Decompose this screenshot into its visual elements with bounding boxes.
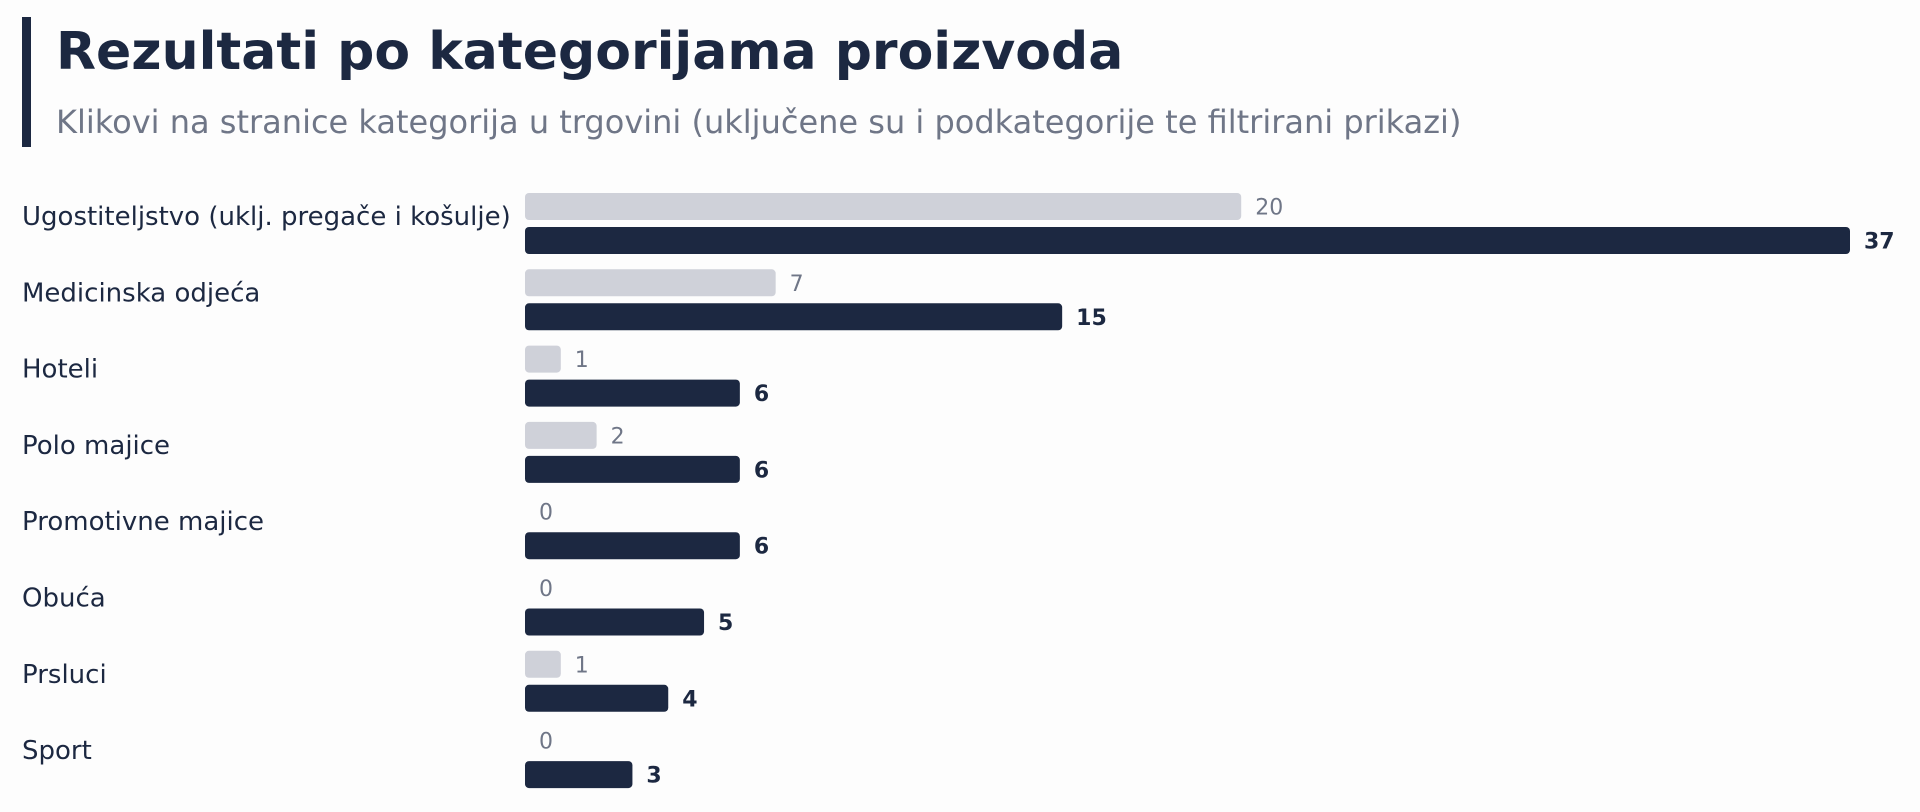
current-bar <box>525 608 705 636</box>
category-label: Promotivne majice <box>22 507 264 537</box>
category-label: Hoteli <box>22 355 98 385</box>
previous-bar <box>525 269 776 297</box>
current-value-label: 3 <box>646 764 661 789</box>
previous-bar <box>525 650 561 678</box>
current-value-label: 37 <box>1864 230 1895 255</box>
current-bar <box>525 227 1850 254</box>
current-bar <box>525 761 633 789</box>
previous-bar <box>525 421 597 449</box>
header-accent-bar <box>22 17 31 147</box>
previous-value-label: 1 <box>575 653 589 678</box>
current-bar <box>525 532 740 560</box>
previous-bar <box>525 193 1242 220</box>
current-bar <box>525 379 740 407</box>
category-label: Obuća <box>22 584 106 614</box>
category-label: Sport <box>22 736 92 766</box>
current-value-label: 6 <box>754 382 769 407</box>
previous-value-label: 7 <box>790 272 804 297</box>
current-bar <box>525 303 1063 331</box>
previous-value-label: 2 <box>611 424 625 449</box>
previous-value-label: 1 <box>575 348 589 373</box>
chart-subtitle: Klikovi na stranice kategorija u trgovin… <box>56 103 1462 141</box>
previous-value-label: 0 <box>539 577 553 602</box>
current-value-label: 5 <box>718 611 733 636</box>
category-label: Polo majice <box>22 431 170 461</box>
current-value-label: 15 <box>1076 306 1107 331</box>
current-value-label: 4 <box>682 687 697 712</box>
previous-value-label: 20 <box>1255 196 1283 221</box>
category-label: Medicinska odjeća <box>22 278 260 308</box>
chart-header: Rezultati po kategorijama proizvoda Klik… <box>22 17 1902 147</box>
category-label: Prsluci <box>22 660 107 690</box>
current-bar <box>525 455 740 483</box>
category-label: Ugostiteljstvo (uklj. pregače i košulje) <box>22 202 511 232</box>
previous-bar <box>525 345 561 373</box>
previous-value-label: 0 <box>539 730 553 755</box>
current-value-label: 6 <box>754 535 769 560</box>
current-bar <box>525 684 669 712</box>
previous-value-label: 0 <box>539 501 553 526</box>
current-value-label: 6 <box>754 458 769 483</box>
chart-title: Rezultati po kategorijama proizvoda <box>56 22 1124 82</box>
